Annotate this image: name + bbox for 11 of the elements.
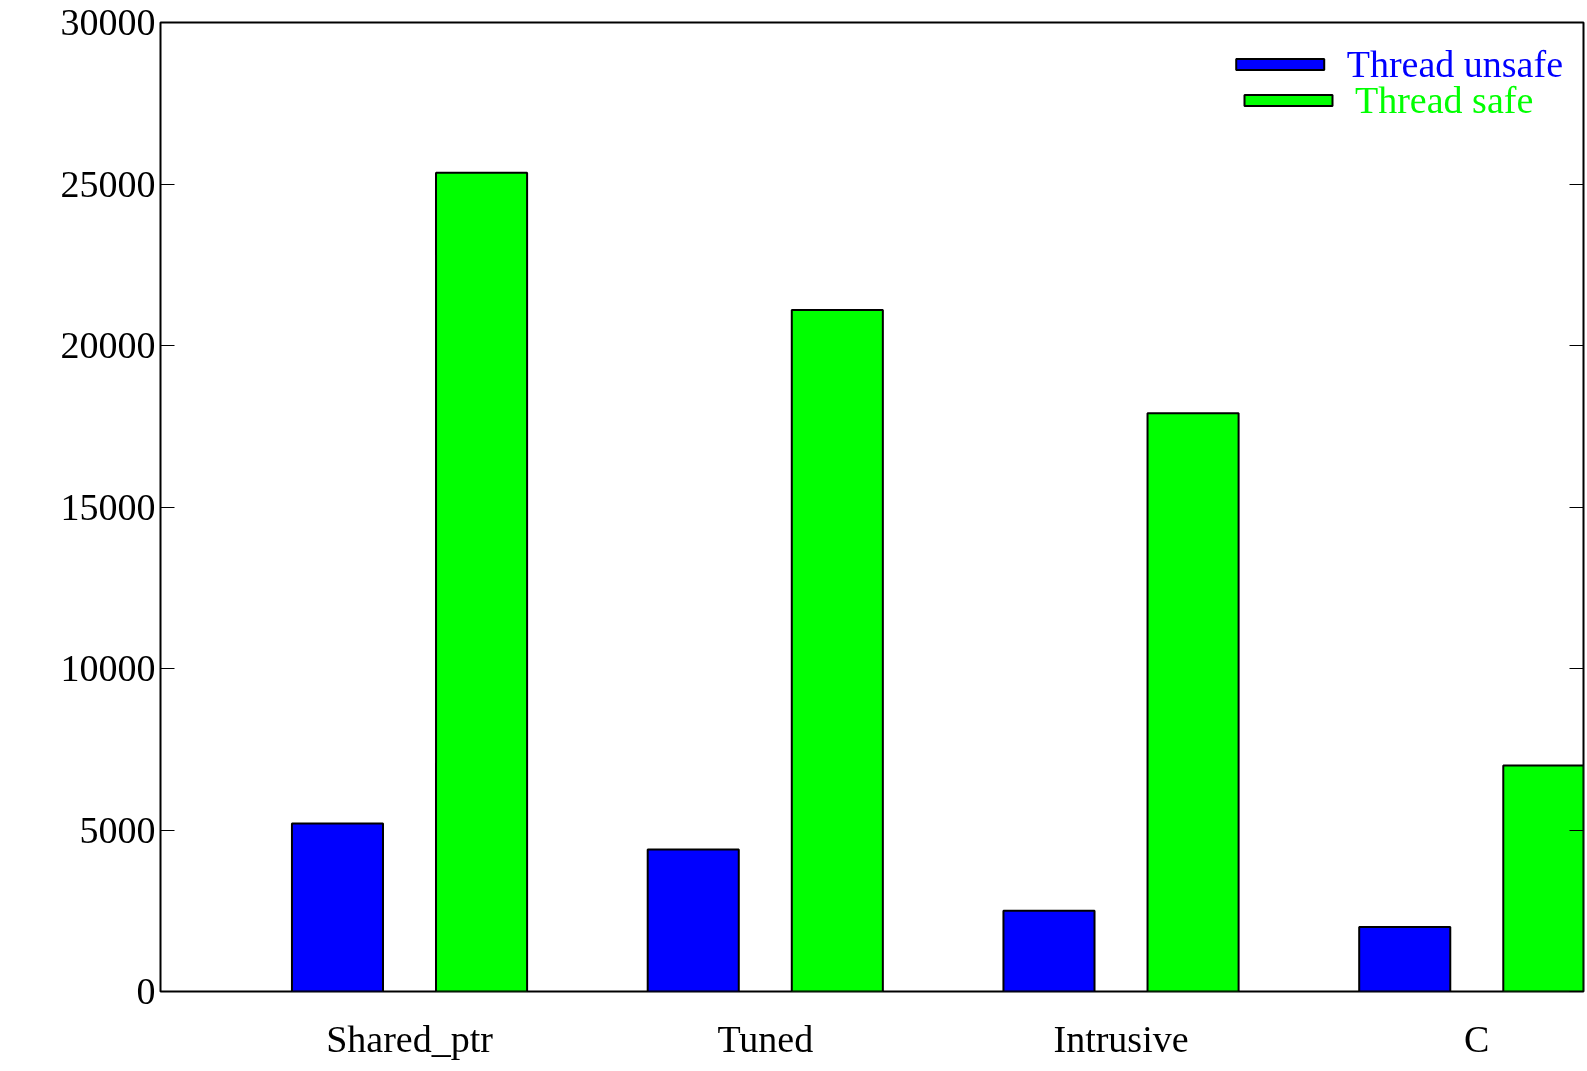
x-tick-label: Tuned — [717, 1017, 814, 1060]
y-tick-label: 5000 — [79, 808, 156, 851]
y-tick-label: 15000 — [60, 485, 156, 528]
x-tick-label: C — [1464, 1017, 1490, 1060]
y-tick-label: 10000 — [60, 647, 156, 689]
x-tick-label: Shared_ptr — [326, 1017, 494, 1060]
x-tick-label: Intrusive — [1053, 1017, 1189, 1060]
y-tick-label: 0 — [136, 970, 156, 1012]
y-tick-label: 20000 — [60, 324, 156, 366]
y-tick-label: 25000 — [60, 162, 156, 205]
y-tick-label: 30000 — [60, 1, 156, 43]
